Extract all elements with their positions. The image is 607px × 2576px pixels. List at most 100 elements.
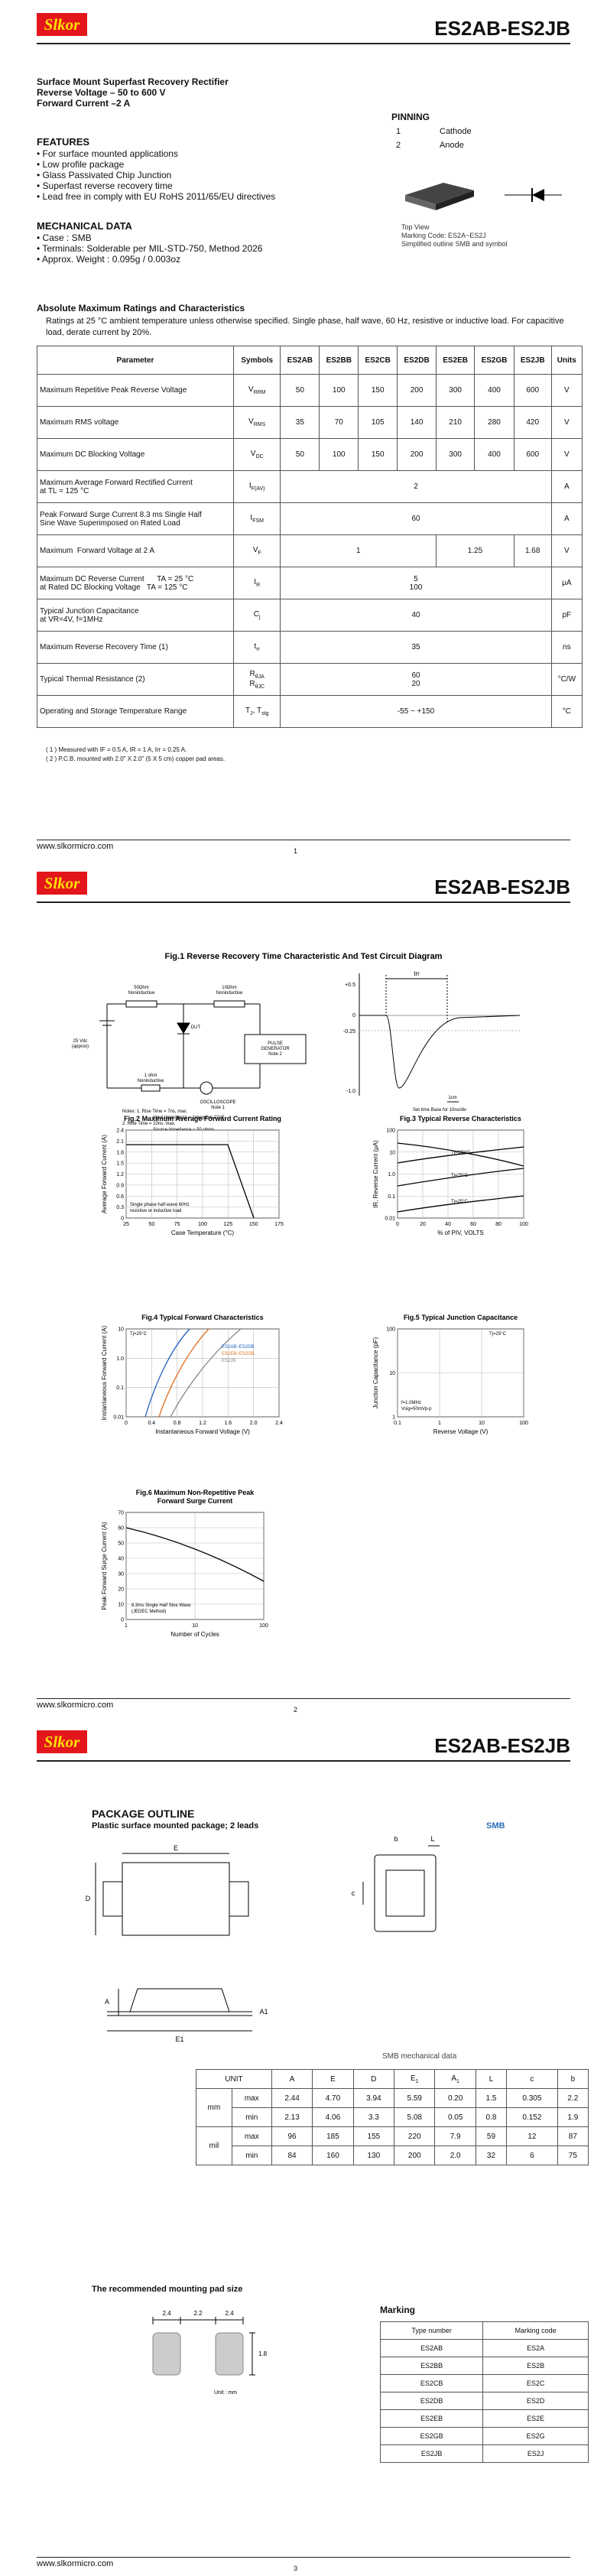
value-cell: 1 bbox=[280, 534, 437, 567]
x-axis-label: Number of Cycles bbox=[170, 1631, 219, 1638]
page: Surface Mount Superfast Recovery Rectifi… bbox=[0, 0, 607, 859]
x-tick-label: 150 bbox=[249, 1222, 258, 1227]
symbol-cell: IF(AV) bbox=[232, 470, 281, 503]
value-line: 5 bbox=[414, 574, 418, 583]
marking-cell: ES2B bbox=[482, 2357, 589, 2375]
figure-note: Tj=25°C bbox=[451, 1200, 469, 1204]
symbol-main: I bbox=[254, 578, 257, 586]
symbol-sub: rr bbox=[256, 647, 260, 652]
parameter-cell: Maximum Repetitive Peak Reverse Voltage bbox=[37, 374, 234, 407]
value-cell: 7.9 bbox=[434, 2126, 476, 2146]
symbol-sub: FSM bbox=[252, 518, 264, 524]
x-tick-label: 10 bbox=[479, 1421, 485, 1426]
circuit-label: 25 Vdc bbox=[73, 1039, 88, 1044]
y-tick-label: 0.1 bbox=[388, 1194, 395, 1200]
symbol-main: R bbox=[249, 669, 255, 678]
symbol-main: V bbox=[248, 385, 254, 394]
list-item: Lead free in comply with EU RoHS 2011/65… bbox=[37, 191, 276, 202]
page-number: 1 bbox=[294, 847, 298, 855]
section-title: PACKAGE OUTLINE bbox=[92, 1808, 195, 1820]
header-cell: ES2AB bbox=[280, 346, 320, 375]
y-tick-label: 70 bbox=[118, 1511, 124, 1516]
list-item: Superfast reverse recovery time bbox=[37, 180, 275, 191]
value-cell: 59 bbox=[475, 2126, 508, 2146]
symbol-sub: θJC bbox=[255, 684, 265, 690]
note: Simplified outline SMB and symbol bbox=[401, 240, 508, 248]
symbol-main: C bbox=[253, 610, 260, 619]
row: ES2JB ES2J bbox=[379, 2444, 589, 2463]
intro-line: Reverse Voltage – 50 to 600 V bbox=[37, 87, 166, 98]
x-tick-label: 40 bbox=[445, 1222, 451, 1227]
figure-title: Fig.1 Reverse Recovery Time Characterist… bbox=[165, 952, 443, 961]
symbol-sub: RMS bbox=[253, 422, 266, 427]
circuit-label: 50Ωhm bbox=[134, 986, 149, 990]
parameter-line: Maximum Forward Voltage at 2 A bbox=[40, 547, 155, 555]
parameter-line: Typical Junction Capacitance bbox=[40, 606, 139, 616]
mechanical-list: Case : SMBTerminals: Solderable per MIL-… bbox=[37, 232, 263, 265]
small-figures: Fig.2 Maximum Average Forward Current Ra… bbox=[101, 1115, 528, 1638]
value-cell: 210 bbox=[436, 406, 476, 439]
curve bbox=[397, 1195, 524, 1213]
value-cell: 100 bbox=[319, 438, 359, 471]
y-tick-label: 0.6 bbox=[116, 1194, 124, 1200]
parameter-cell: Typical Junction Capacitance at VR=4V, f=… bbox=[37, 599, 234, 632]
resistor bbox=[125, 1000, 157, 1008]
unit-cell: A bbox=[550, 470, 583, 503]
x-tick-label: 75 bbox=[174, 1222, 180, 1227]
y-tick-label: 0 bbox=[121, 1618, 124, 1623]
x-tick-label: 100 bbox=[519, 1222, 528, 1227]
footnote: ( 1 ) Measured with IF = 0.5 A, IR = 1 A… bbox=[46, 746, 187, 753]
logo-text: Slkor bbox=[44, 1733, 80, 1751]
row: Typical Junction Capacitance at VR=4V, f=… bbox=[37, 599, 583, 632]
header-row: Parameter Symbols ES2AB ES2BB ES2CB ES2DB ES2E… bbox=[37, 346, 583, 375]
header-cell: E1 bbox=[394, 2069, 436, 2089]
y-axis-label: Instantaneous Forward Current (A) bbox=[101, 1325, 108, 1420]
footer-rule bbox=[37, 1698, 570, 1699]
figure-note: Vsig=50mVp-p bbox=[401, 1407, 432, 1411]
header-cell: UNIT bbox=[196, 2069, 272, 2089]
pad-dim: 2.4 bbox=[162, 2310, 171, 2317]
website: www.slkormicro.com bbox=[37, 842, 114, 851]
limit-cell: max bbox=[231, 2088, 272, 2108]
curve bbox=[158, 1328, 209, 1418]
lead bbox=[229, 1881, 249, 1917]
parameter-cell: Operating and Storage Temperature Range bbox=[37, 695, 234, 728]
part-number: ES2AB-ES2JB bbox=[434, 875, 570, 898]
symbol: VF bbox=[253, 546, 261, 556]
value-cell: 75 bbox=[557, 2146, 589, 2165]
y-tick-label: 1 bbox=[392, 1415, 395, 1421]
y-axis-label: Average Forward Current (A) bbox=[101, 1135, 108, 1213]
figure-note: ES2AB~ES2DB bbox=[222, 1345, 255, 1350]
y-tick-label: 2.4 bbox=[116, 1129, 124, 1134]
pad bbox=[215, 2332, 244, 2376]
section-title: Marking bbox=[380, 2305, 416, 2315]
y-tick-label: 2.1 bbox=[116, 1139, 124, 1145]
package-side bbox=[436, 190, 474, 210]
value-cell: 0.20 bbox=[434, 2088, 476, 2108]
marking-cell: ES2JB bbox=[379, 2444, 484, 2463]
unit-cell: V bbox=[550, 406, 583, 439]
unit-cell: μA bbox=[550, 567, 583, 599]
symbol: trr bbox=[254, 642, 260, 652]
value-cell: 2.13 bbox=[271, 2107, 313, 2127]
circuit-label: Noninductive bbox=[216, 991, 243, 996]
pad-dim: 2.4 bbox=[225, 2310, 234, 2317]
side-view-body bbox=[374, 1854, 437, 1932]
value-cell: 200 bbox=[394, 2146, 436, 2165]
value-cell: 300 bbox=[436, 438, 476, 471]
y-tick-label: 50 bbox=[118, 1541, 124, 1547]
package-side bbox=[405, 195, 436, 210]
symbol-cell: VF bbox=[232, 534, 281, 567]
pin-name: Anode bbox=[440, 141, 464, 150]
value-cell: 200 bbox=[397, 374, 437, 407]
value-cell: 220 bbox=[394, 2126, 436, 2146]
y-tick-label: 0.01 bbox=[385, 1217, 395, 1222]
page-number: 2 bbox=[294, 1706, 298, 1714]
row: Operating and Storage Temperature Range T… bbox=[37, 695, 583, 728]
page: Fig.1 Reverse Recovery Time Characterist… bbox=[0, 859, 607, 1717]
wave-tick: -0.25 bbox=[343, 1029, 355, 1035]
header-cell: b bbox=[557, 2069, 589, 2089]
list-item: Terminals: Solderable per MIL-STD-750, M… bbox=[37, 243, 262, 254]
row: Maximum Forward Voltage at 2 A VF 1 1.25 1.6… bbox=[37, 534, 583, 567]
package-body bbox=[405, 183, 474, 204]
